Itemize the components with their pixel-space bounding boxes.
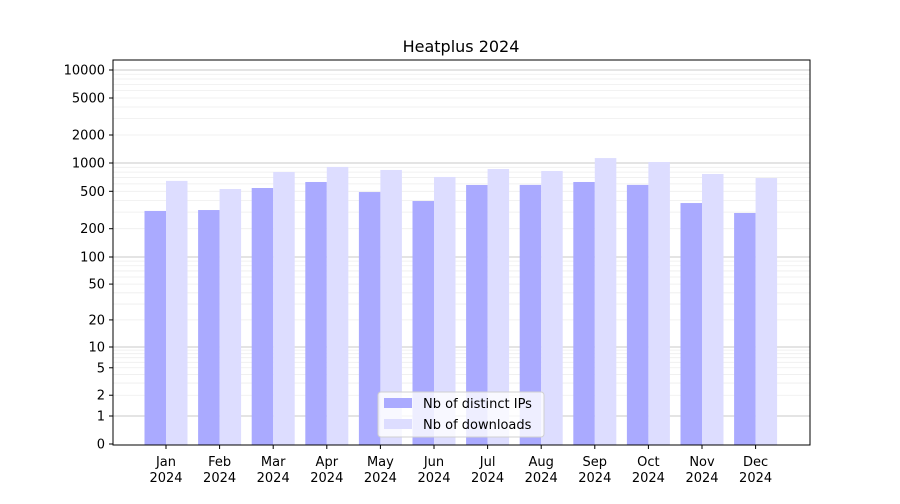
legend-swatch [384, 398, 412, 408]
y-tick-label: 10 [88, 341, 105, 356]
legend-label: Nb of distinct IPs [423, 397, 532, 412]
legend: Nb of distinct IPs Nb of downloads [377, 391, 545, 438]
bar-downloads [219, 188, 242, 445]
bar-distinct-ips [466, 184, 488, 445]
y-tick-label: 5000 [72, 91, 105, 106]
bar-distinct-ips [412, 201, 434, 445]
x-tick-label: Jul 2024 [471, 455, 504, 486]
x-tick-label: Jun 2024 [417, 455, 450, 486]
bar-downloads [434, 176, 456, 445]
bar-distinct-ips [198, 210, 220, 445]
bar-downloads [326, 166, 349, 445]
bar-distinct-ips [680, 203, 702, 445]
x-tick-label: Feb 2024 [203, 455, 236, 486]
x-tick-label: Dec 2024 [739, 455, 772, 486]
y-tick-label: 5 [97, 361, 105, 376]
bar-downloads [273, 172, 295, 445]
bar-downloads [702, 173, 724, 445]
bar-downloads [648, 162, 670, 445]
y-tick-label: 2000 [72, 129, 105, 144]
y-tick-label: 1000 [72, 157, 105, 172]
bar-distinct-ips [305, 181, 327, 445]
bar-downloads [380, 169, 402, 445]
chart-title: Heatplus 2024 [403, 37, 520, 56]
y-tick-label: 2 [97, 389, 105, 404]
x-tick-label: Oct 2024 [632, 455, 665, 486]
y-tick-label: 10000 [64, 64, 105, 79]
bar-downloads [541, 171, 563, 445]
legend-label: Nb of downloads [423, 418, 532, 433]
y-tick-label: 0 [97, 438, 105, 453]
legend-box [377, 391, 545, 438]
x-tick-label: Sep 2024 [578, 455, 611, 486]
y-tick-label: 20 [88, 313, 105, 328]
bar-downloads [487, 169, 510, 445]
bar-distinct-ips [734, 212, 756, 445]
y-tick-label: 1 [97, 410, 105, 425]
bar-distinct-ips [358, 192, 381, 445]
x-tick-label: May 2024 [364, 455, 397, 486]
bar-distinct-ips [144, 210, 166, 445]
y-tick-label: 500 [80, 185, 105, 200]
bar-distinct-ips [626, 184, 649, 445]
x-tick-label: Mar 2024 [257, 455, 290, 486]
x-tick-label: Aug 2024 [525, 455, 558, 486]
y-tick-label: 50 [88, 278, 105, 293]
x-tick-label: Jan 2024 [149, 455, 182, 486]
x-tick-label: Nov 2024 [685, 455, 718, 486]
bar-downloads [166, 180, 188, 445]
bar-downloads [755, 178, 778, 445]
bar-downloads [594, 158, 617, 445]
x-tick-label: Apr 2024 [310, 455, 343, 486]
bar-distinct-ips [519, 184, 542, 445]
bar-distinct-ips [573, 181, 595, 445]
plot-frame [112, 59, 811, 446]
legend-swatch [384, 419, 412, 429]
bar-distinct-ips [251, 188, 274, 445]
y-tick-label: 200 [80, 222, 105, 237]
y-tick-label: 100 [80, 251, 105, 266]
